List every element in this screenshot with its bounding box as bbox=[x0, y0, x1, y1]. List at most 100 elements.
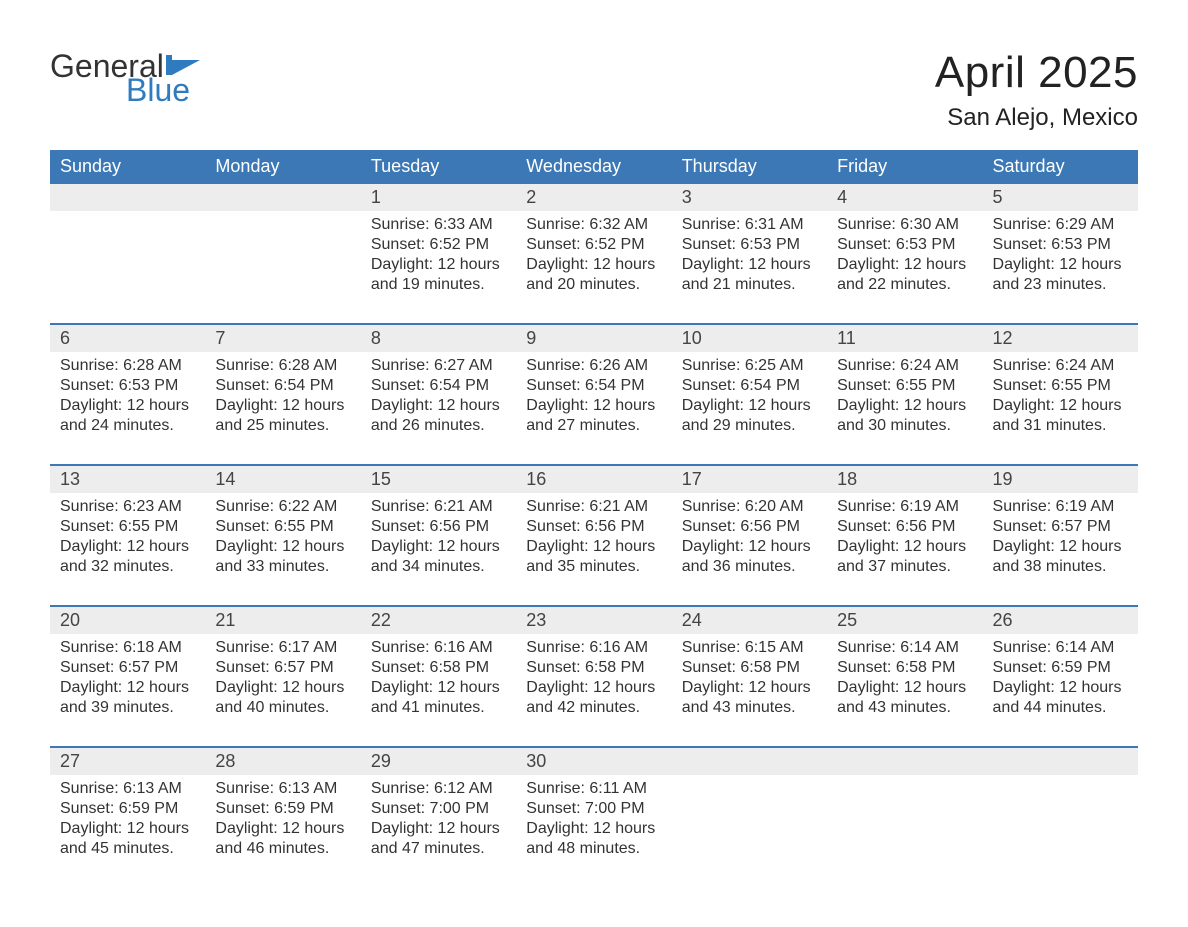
calendar: Sunday Monday Tuesday Wednesday Thursday… bbox=[50, 150, 1138, 887]
day-number: 12 bbox=[983, 325, 1138, 352]
day-cell: Sunrise: 6:33 AMSunset: 6:52 PMDaylight:… bbox=[361, 211, 516, 323]
day-content-row: Sunrise: 6:23 AMSunset: 6:55 PMDaylight:… bbox=[50, 493, 1138, 605]
daylight-text: Daylight: 12 hours bbox=[837, 255, 972, 275]
sunset-text: Sunset: 6:54 PM bbox=[682, 376, 817, 396]
sunrise-text: Sunrise: 6:13 AM bbox=[215, 779, 350, 799]
sunset-text: Sunset: 6:54 PM bbox=[215, 376, 350, 396]
day-number: 2 bbox=[516, 184, 671, 211]
day-cell: Sunrise: 6:24 AMSunset: 6:55 PMDaylight:… bbox=[983, 352, 1138, 464]
daylight-text: and 42 minutes. bbox=[526, 698, 661, 718]
daylight-text: and 44 minutes. bbox=[993, 698, 1128, 718]
daylight-text: and 43 minutes. bbox=[682, 698, 817, 718]
weekday-header: Sunday bbox=[50, 150, 205, 184]
day-cell: Sunrise: 6:24 AMSunset: 6:55 PMDaylight:… bbox=[827, 352, 982, 464]
day-number: 21 bbox=[205, 607, 360, 634]
daylight-text: and 39 minutes. bbox=[60, 698, 195, 718]
day-number: 26 bbox=[983, 607, 1138, 634]
day-number: 17 bbox=[672, 466, 827, 493]
daylight-text: Daylight: 12 hours bbox=[682, 396, 817, 416]
day-number: 28 bbox=[205, 748, 360, 775]
daylight-text: Daylight: 12 hours bbox=[993, 255, 1128, 275]
daylight-text: Daylight: 12 hours bbox=[993, 537, 1128, 557]
day-number bbox=[205, 184, 360, 211]
sunrise-text: Sunrise: 6:13 AM bbox=[60, 779, 195, 799]
sunrise-text: Sunrise: 6:26 AM bbox=[526, 356, 661, 376]
daylight-text: and 31 minutes. bbox=[993, 416, 1128, 436]
day-cell: Sunrise: 6:15 AMSunset: 6:58 PMDaylight:… bbox=[672, 634, 827, 746]
daylight-text: and 41 minutes. bbox=[371, 698, 506, 718]
daylight-text: and 37 minutes. bbox=[837, 557, 972, 577]
day-cell: Sunrise: 6:20 AMSunset: 6:56 PMDaylight:… bbox=[672, 493, 827, 605]
daylight-text: Daylight: 12 hours bbox=[837, 537, 972, 557]
daylight-text: Daylight: 12 hours bbox=[371, 537, 506, 557]
sunset-text: Sunset: 7:00 PM bbox=[371, 799, 506, 819]
day-content-row: Sunrise: 6:28 AM Sunset: 6:53 PM Daylight:… bbox=[50, 352, 1138, 464]
weekday-header: Friday bbox=[827, 150, 982, 184]
sunrise-text: Sunrise: 6:14 AM bbox=[837, 638, 972, 658]
daylight-text: Daylight: 12 hours bbox=[60, 819, 195, 839]
sunrise-text: Sunrise: 6:22 AM bbox=[215, 497, 350, 517]
daylight-text: Daylight: 12 hours bbox=[526, 819, 661, 839]
day-number: 3 bbox=[672, 184, 827, 211]
sunset-text: Sunset: 6:53 PM bbox=[682, 235, 817, 255]
day-cell: Sunrise: 6:28 AMSunset: 6:53 PMDaylight:… bbox=[50, 352, 205, 464]
header: General Blue April 2025 San Alejo, Mexic… bbox=[50, 50, 1138, 132]
sunrise-text: Sunrise: 6:27 AM bbox=[371, 356, 506, 376]
day-cell: Sunrise: 6:13 AMSunset: 6:59 PMDaylight:… bbox=[205, 775, 360, 887]
day-number: 20 bbox=[50, 607, 205, 634]
daylight-text: Daylight: 12 hours bbox=[371, 255, 506, 275]
daylight-text: Daylight: 12 hours bbox=[993, 678, 1128, 698]
sunrise-text: Sunrise: 6:17 AM bbox=[215, 638, 350, 658]
sunrise-text: Sunrise: 6:24 AM bbox=[993, 356, 1128, 376]
sunset-text: Sunset: 6:58 PM bbox=[682, 658, 817, 678]
sunset-text: Sunset: 6:56 PM bbox=[837, 517, 972, 537]
day-number-row: 13141516171819 bbox=[50, 466, 1138, 493]
day-cell: Sunrise: 6:19 AMSunset: 6:57 PMDaylight:… bbox=[983, 493, 1138, 605]
day-cell bbox=[827, 775, 982, 887]
day-number: 4 bbox=[827, 184, 982, 211]
daylight-text: and 36 minutes. bbox=[682, 557, 817, 577]
day-number: 9 bbox=[516, 325, 671, 352]
sunset-text: Sunset: 6:59 PM bbox=[60, 799, 195, 819]
week-row: 13141516171819Sunrise: 6:23 AMSunset: 6:… bbox=[50, 464, 1138, 605]
day-cell: Sunrise: 6:29 AMSunset: 6:53 PMDaylight:… bbox=[983, 211, 1138, 323]
daylight-text: and 45 minutes. bbox=[60, 839, 195, 859]
sunset-text: Sunset: 6:53 PM bbox=[60, 376, 195, 396]
day-cell: Sunrise: 6:30 AMSunset: 6:53 PMDaylight:… bbox=[827, 211, 982, 323]
weekday-header: Thursday bbox=[672, 150, 827, 184]
daylight-text: and 38 minutes. bbox=[993, 557, 1128, 577]
day-number: 6 bbox=[50, 325, 205, 352]
day-content-row: Sunrise: 6:33 AMSunset: 6:52 PMDaylight:… bbox=[50, 211, 1138, 323]
day-number: 15 bbox=[361, 466, 516, 493]
daylight-text: Daylight: 12 hours bbox=[215, 819, 350, 839]
day-cell bbox=[672, 775, 827, 887]
sunset-text: Sunset: 6:52 PM bbox=[371, 235, 506, 255]
day-cell: Sunrise: 6:23 AMSunset: 6:55 PMDaylight:… bbox=[50, 493, 205, 605]
daylight-text: and 43 minutes. bbox=[837, 698, 972, 718]
daylight-text: Daylight: 12 hours bbox=[60, 678, 195, 698]
sunrise-text: Sunrise: 6:24 AM bbox=[837, 356, 972, 376]
sunset-text: Sunset: 6:57 PM bbox=[993, 517, 1128, 537]
daylight-text: Daylight: 12 hours bbox=[60, 537, 195, 557]
daylight-text: and 23 minutes. bbox=[993, 275, 1128, 295]
day-cell: Sunrise: 6:22 AMSunset: 6:55 PMDaylight:… bbox=[205, 493, 360, 605]
weekday-header-row: Sunday Monday Tuesday Wednesday Thursday… bbox=[50, 150, 1138, 184]
day-number: 11 bbox=[827, 325, 982, 352]
sunrise-text: Sunrise: 6:23 AM bbox=[60, 497, 195, 517]
sunset-text: Sunset: 6:55 PM bbox=[837, 376, 972, 396]
sunset-text: Sunset: 6:57 PM bbox=[60, 658, 195, 678]
sunrise-text: Sunrise: 6:25 AM bbox=[682, 356, 817, 376]
daylight-text: Daylight: 12 hours bbox=[682, 678, 817, 698]
day-content-row: Sunrise: 6:18 AMSunset: 6:57 PMDaylight:… bbox=[50, 634, 1138, 746]
sunset-text: Sunset: 6:55 PM bbox=[993, 376, 1128, 396]
daylight-text: Daylight: 12 hours bbox=[371, 819, 506, 839]
daylight-text: Daylight: 12 hours bbox=[371, 678, 506, 698]
daylight-text: Daylight: 12 hours bbox=[215, 678, 350, 698]
week-row: 27282930Sunrise: 6:13 AMSunset: 6:59 PMD… bbox=[50, 746, 1138, 887]
sunrise-text: Sunrise: 6:28 AM bbox=[215, 356, 350, 376]
day-number: 16 bbox=[516, 466, 671, 493]
sunset-text: Sunset: 6:53 PM bbox=[837, 235, 972, 255]
daylight-text: Daylight: 12 hours bbox=[526, 537, 661, 557]
month-title: April 2025 bbox=[935, 50, 1138, 96]
daylight-text: and 21 minutes. bbox=[682, 275, 817, 295]
